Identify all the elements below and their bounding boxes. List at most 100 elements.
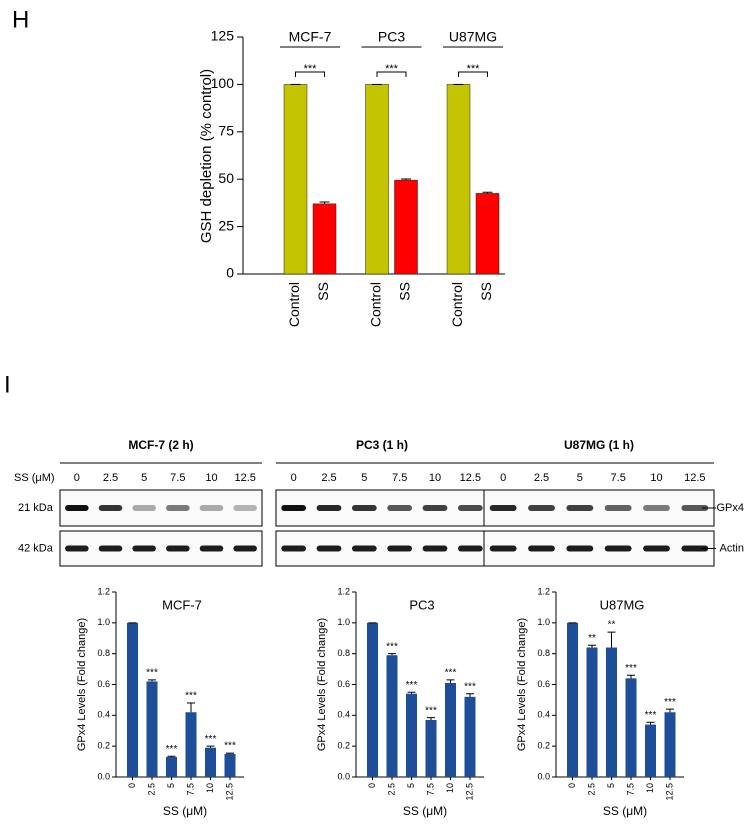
blot-band	[604, 545, 632, 552]
error-bar	[148, 679, 156, 682]
x-tick-label: Control	[368, 282, 384, 327]
error-bar	[646, 721, 655, 725]
x-axis-title: SS (μM)	[403, 804, 447, 818]
bar	[625, 678, 637, 777]
y-tick-label: 0	[226, 265, 234, 281]
significance-label: ***	[224, 741, 236, 752]
significance-bracket	[458, 71, 488, 77]
error-bar	[319, 201, 330, 204]
blot-box	[483, 530, 715, 567]
dose-value: 0	[74, 472, 80, 484]
blot-box	[275, 530, 489, 567]
error-bar	[588, 644, 596, 648]
x-tick-label: 0	[127, 783, 137, 788]
y-tick-label: 100	[211, 75, 235, 91]
significance-label: ***	[146, 668, 158, 679]
error-bar	[206, 745, 215, 748]
significance-label: **	[608, 620, 616, 631]
dose-label: SS (μM)	[14, 472, 55, 484]
x-tick-label: 10	[445, 783, 455, 793]
dose-value: 2.5	[321, 472, 336, 484]
blot-band	[132, 545, 156, 552]
x-tick-label: 12.5	[224, 783, 234, 801]
significance-bracket	[376, 71, 407, 77]
y-tick-label: 0.2	[537, 741, 550, 751]
y-tick-label: 0.8	[537, 648, 550, 658]
blot-band	[489, 545, 517, 552]
size-label: 42 kDa	[18, 542, 54, 554]
chart-title: PC3	[409, 597, 434, 612]
blot-band	[422, 505, 448, 511]
bar	[224, 753, 236, 777]
significance-label: ***	[645, 710, 657, 721]
y-tick-label: 1.0	[97, 617, 110, 627]
y-tick-label: 0.0	[537, 771, 550, 781]
blot-band	[489, 505, 517, 511]
x-tick-label: 7.5	[625, 783, 635, 796]
group-label: U87MG	[449, 29, 497, 45]
significance-label: ***	[664, 697, 676, 708]
y-tick-label: 0.2	[337, 741, 350, 751]
dose-value: 10	[650, 472, 662, 484]
bar	[475, 193, 500, 275]
blot-band	[233, 505, 257, 511]
x-axis-title: SS (μM)	[163, 804, 207, 818]
error-bar	[401, 178, 411, 181]
group-label: PC3	[378, 29, 405, 45]
blot-band	[166, 505, 190, 511]
x-tick-label: 12.5	[664, 783, 674, 801]
blot-band	[281, 545, 307, 552]
size-label: 21 kDa	[18, 502, 54, 514]
x-tick-label: 0	[567, 783, 577, 788]
protein-label: GPx4	[716, 502, 744, 514]
x-tick-label: SS	[478, 282, 494, 301]
group-label: MCF-7	[289, 29, 332, 45]
error-bar	[167, 755, 176, 757]
dose-value: 2.5	[534, 472, 549, 484]
y-axis-title: GPx4 Levels (Fold change)	[76, 618, 88, 751]
dose-value: 7.5	[611, 472, 626, 484]
x-tick-label: 5	[166, 783, 176, 788]
error-bar	[388, 653, 396, 656]
panel-label: H	[12, 6, 29, 33]
significance-label: ***	[304, 63, 318, 75]
blot-band	[387, 505, 413, 511]
y-tick-label: 0.0	[337, 771, 350, 781]
y-tick-label: 1.0	[337, 617, 350, 627]
bar	[166, 756, 177, 777]
dose-value: 0	[500, 472, 506, 484]
blot-band	[98, 545, 123, 552]
error-bar	[427, 717, 435, 720]
y-axis-title: GSH depletion (% control)	[198, 69, 215, 243]
dose-value: 5	[141, 472, 147, 484]
y-tick-label: 0.2	[97, 741, 110, 751]
bar	[406, 693, 417, 777]
x-tick-label: 5	[406, 783, 416, 788]
dose-value: 12.5	[234, 472, 255, 484]
significance-label: ***	[386, 641, 398, 652]
dose-value: 5	[361, 472, 367, 484]
dose-value: 12.5	[460, 472, 481, 484]
significance-label: ***	[625, 663, 637, 674]
error-bar	[666, 708, 674, 713]
cell-line-label: PC3 (1 h)	[356, 438, 408, 452]
blot-band	[528, 505, 555, 511]
blot-band	[566, 545, 594, 552]
significance-label: ***	[445, 668, 457, 679]
bar	[567, 622, 578, 777]
y-tick-label: 1.0	[537, 617, 550, 627]
significance-label: ***	[467, 63, 481, 75]
y-axis-title: GPx4 Levels (Fold change)	[316, 618, 328, 751]
x-tick-label: 2.5	[146, 783, 156, 796]
blot-band	[98, 505, 123, 511]
blot-box	[483, 489, 715, 527]
blot-band	[457, 505, 483, 511]
x-tick-label: Control	[286, 282, 302, 327]
blot-band	[316, 505, 342, 511]
y-tick-label: 1.2	[537, 586, 550, 596]
y-tick-label: 25	[218, 217, 234, 233]
x-tick-label: 0	[367, 783, 377, 788]
cell-line-label: MCF-7 (2 h)	[128, 438, 193, 452]
blot-band	[604, 505, 632, 511]
